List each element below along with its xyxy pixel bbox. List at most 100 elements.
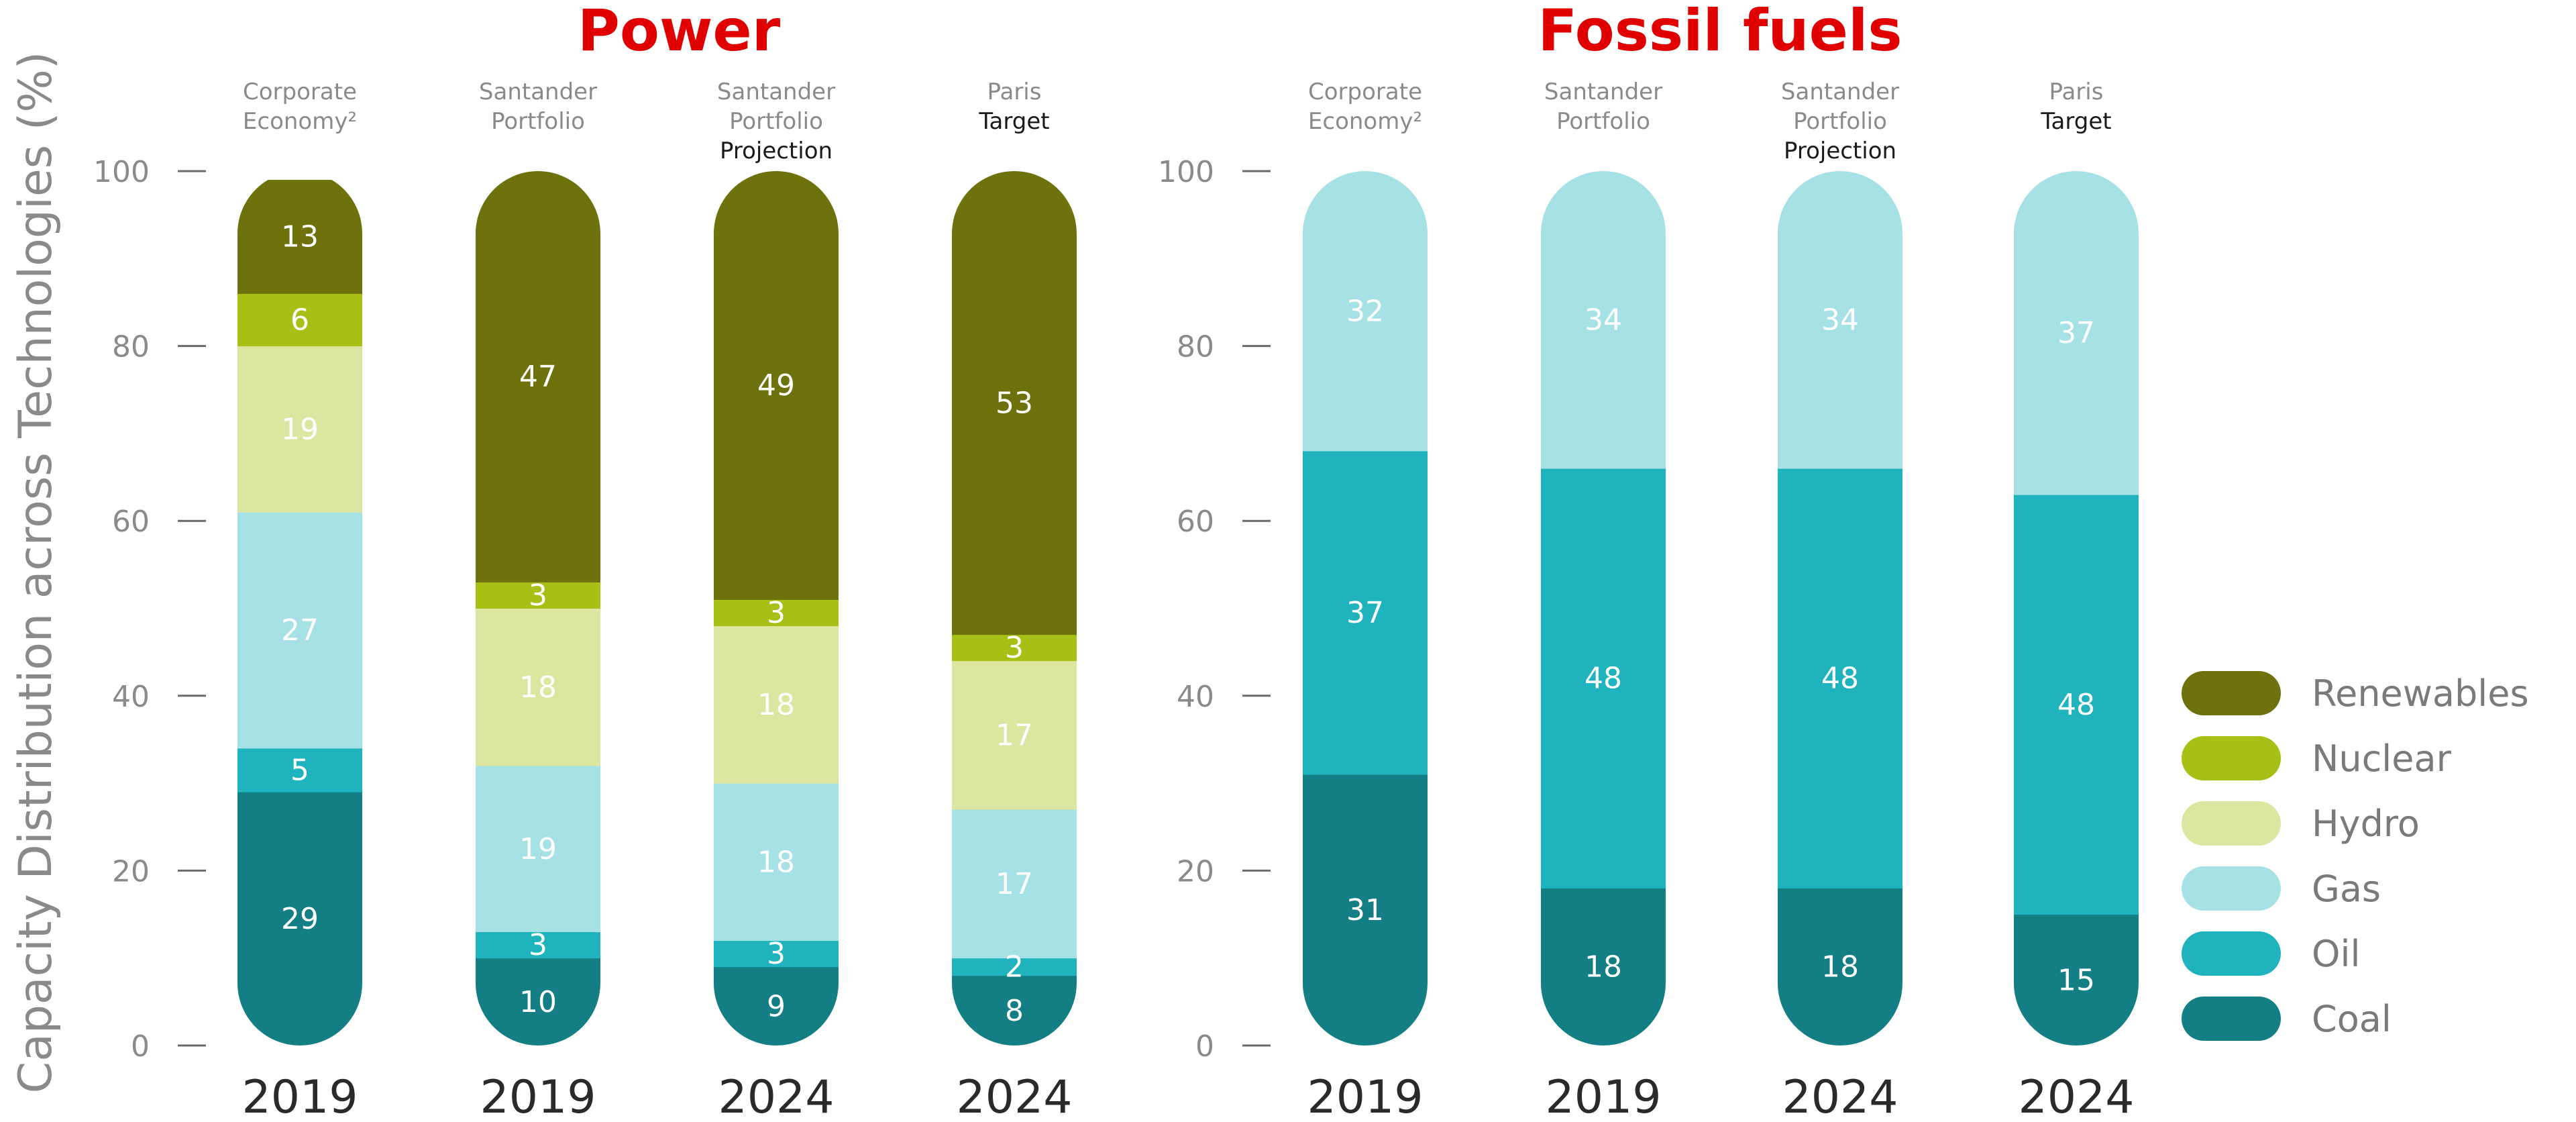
data-label: 5 bbox=[290, 754, 309, 788]
bar-segment-gas bbox=[1778, 171, 1902, 469]
y-tick-label: 60 bbox=[112, 505, 150, 539]
y-tick-label: 60 bbox=[1177, 505, 1214, 539]
category-header: Portfolio bbox=[1556, 108, 1650, 135]
legend-label: Oil bbox=[2312, 933, 2361, 975]
bar-segment-nuclear bbox=[714, 599, 839, 627]
chart-title: Power bbox=[578, 0, 781, 64]
data-label: 48 bbox=[1821, 662, 1859, 696]
data-label: 48 bbox=[2057, 688, 2095, 722]
data-label: 17 bbox=[996, 867, 1033, 901]
legend-swatch-renewables bbox=[2182, 671, 2281, 715]
stacked-bar bbox=[237, 180, 362, 1046]
stacked-bar bbox=[2014, 171, 2139, 1046]
data-label: 49 bbox=[757, 368, 795, 403]
data-label: 34 bbox=[1821, 303, 1859, 338]
data-label: 53 bbox=[996, 386, 1033, 420]
y-tick-label: 80 bbox=[112, 330, 150, 364]
category-header: Economy² bbox=[243, 108, 357, 135]
stacked-bar bbox=[476, 171, 600, 1046]
category-year: 2019 bbox=[480, 1071, 596, 1122]
category-header: Santander bbox=[1544, 79, 1662, 105]
category-header: Santander bbox=[1781, 79, 1899, 105]
category-header-emphasis: Projection bbox=[1784, 138, 1896, 164]
bar-segment-gas bbox=[714, 783, 839, 941]
category-year: 2024 bbox=[956, 1071, 1072, 1122]
bar-segment-coal bbox=[237, 792, 362, 1046]
stacked-bar bbox=[1303, 171, 1428, 1046]
y-tick-label: 80 bbox=[1177, 330, 1214, 364]
bar-segment-oil bbox=[1541, 468, 1666, 888]
bar-segment-nuclear bbox=[476, 582, 600, 609]
legend-swatch-gas bbox=[2182, 866, 2281, 911]
data-label: 13 bbox=[281, 220, 319, 254]
category-year: 2019 bbox=[1307, 1071, 1423, 1122]
category-year: 2019 bbox=[1545, 1071, 1661, 1122]
data-label: 37 bbox=[2057, 316, 2095, 350]
data-label: 48 bbox=[1585, 662, 1622, 696]
data-label: 3 bbox=[767, 596, 786, 630]
bar-segment-gas bbox=[952, 809, 1077, 959]
bar-segment-oil bbox=[952, 958, 1077, 976]
data-label: 18 bbox=[1585, 950, 1622, 984]
data-label: 19 bbox=[519, 832, 557, 866]
legend-swatch-oil bbox=[2182, 931, 2281, 976]
data-label: 15 bbox=[2057, 963, 2095, 997]
bar-segment-hydro bbox=[476, 608, 600, 766]
data-label: 19 bbox=[281, 412, 319, 446]
bar-segment-oil bbox=[1303, 450, 1428, 775]
legend-swatch-coal bbox=[2182, 997, 2281, 1041]
category-header: Portfolio bbox=[491, 108, 585, 135]
bar-segment-oil bbox=[1778, 468, 1902, 888]
legend: Renewables Nuclear Hydro Gas Oil Coal bbox=[2182, 671, 2529, 1041]
category-header: Portfolio bbox=[1793, 108, 1887, 135]
data-label: 18 bbox=[1821, 950, 1859, 984]
bar-segment-renewables bbox=[952, 171, 1077, 635]
category-header-emphasis: Projection bbox=[720, 138, 833, 164]
bar-segment-nuclear bbox=[952, 634, 1077, 662]
fossil-fuels-panel: Fossil fuels 0 20 40 60 80 100 31 37 32 Corporate E… bbox=[1158, 0, 2139, 1122]
bar-segment-coal bbox=[2014, 914, 2139, 1046]
data-label: 2 bbox=[1005, 950, 1024, 984]
data-label: 34 bbox=[1585, 303, 1622, 338]
category-header: Paris bbox=[2049, 79, 2104, 105]
data-label: 29 bbox=[281, 902, 319, 936]
data-label: 8 bbox=[1005, 994, 1024, 1028]
data-label: 6 bbox=[290, 303, 309, 338]
y-tick-label: 100 bbox=[93, 155, 150, 189]
stacked-bar bbox=[1541, 171, 1666, 1046]
y-tick-label: 20 bbox=[112, 854, 150, 888]
legend-label: Renewables bbox=[2312, 672, 2529, 715]
category-header: Santander bbox=[717, 79, 835, 105]
bar-segment-gas bbox=[2014, 171, 2139, 495]
data-label: 17 bbox=[996, 718, 1033, 752]
category-header: Economy² bbox=[1308, 108, 1422, 135]
category-header: Corporate bbox=[243, 79, 357, 105]
bar-segment-renewables bbox=[476, 171, 600, 582]
bar-segment-hydro bbox=[952, 660, 1077, 810]
y-tick-label: 0 bbox=[1195, 1029, 1214, 1064]
data-label: 10 bbox=[519, 985, 557, 1019]
bar-segment-oil bbox=[476, 931, 600, 959]
y-tick-label: 100 bbox=[1158, 155, 1214, 189]
bar-segment-renewables bbox=[714, 171, 839, 600]
y-axis-label: Capacity Distribution across Technologie… bbox=[9, 52, 62, 1094]
data-label: 18 bbox=[519, 670, 557, 705]
data-label: 32 bbox=[1346, 294, 1384, 328]
data-label: 9 bbox=[767, 989, 786, 1023]
category-header: Portfolio bbox=[729, 108, 823, 135]
power-panel: Power0204060801002952719613CorporateEcon… bbox=[93, 0, 1077, 1122]
bar-segment-coal bbox=[1541, 888, 1666, 1046]
category-header: Corporate bbox=[1308, 79, 1422, 105]
legend-label: Hydro bbox=[2312, 803, 2420, 845]
data-label: 3 bbox=[529, 928, 547, 962]
y-tick-label: 40 bbox=[112, 680, 150, 714]
category-header: Santander bbox=[479, 79, 597, 105]
bar-segment-nuclear bbox=[237, 293, 362, 347]
stacked-bar bbox=[952, 171, 1077, 1046]
bar-segment-gas bbox=[476, 766, 600, 933]
data-label: 3 bbox=[1005, 631, 1024, 665]
data-label: 31 bbox=[1346, 893, 1384, 927]
y-tick-label: 0 bbox=[131, 1029, 150, 1064]
data-label: 3 bbox=[529, 578, 547, 613]
